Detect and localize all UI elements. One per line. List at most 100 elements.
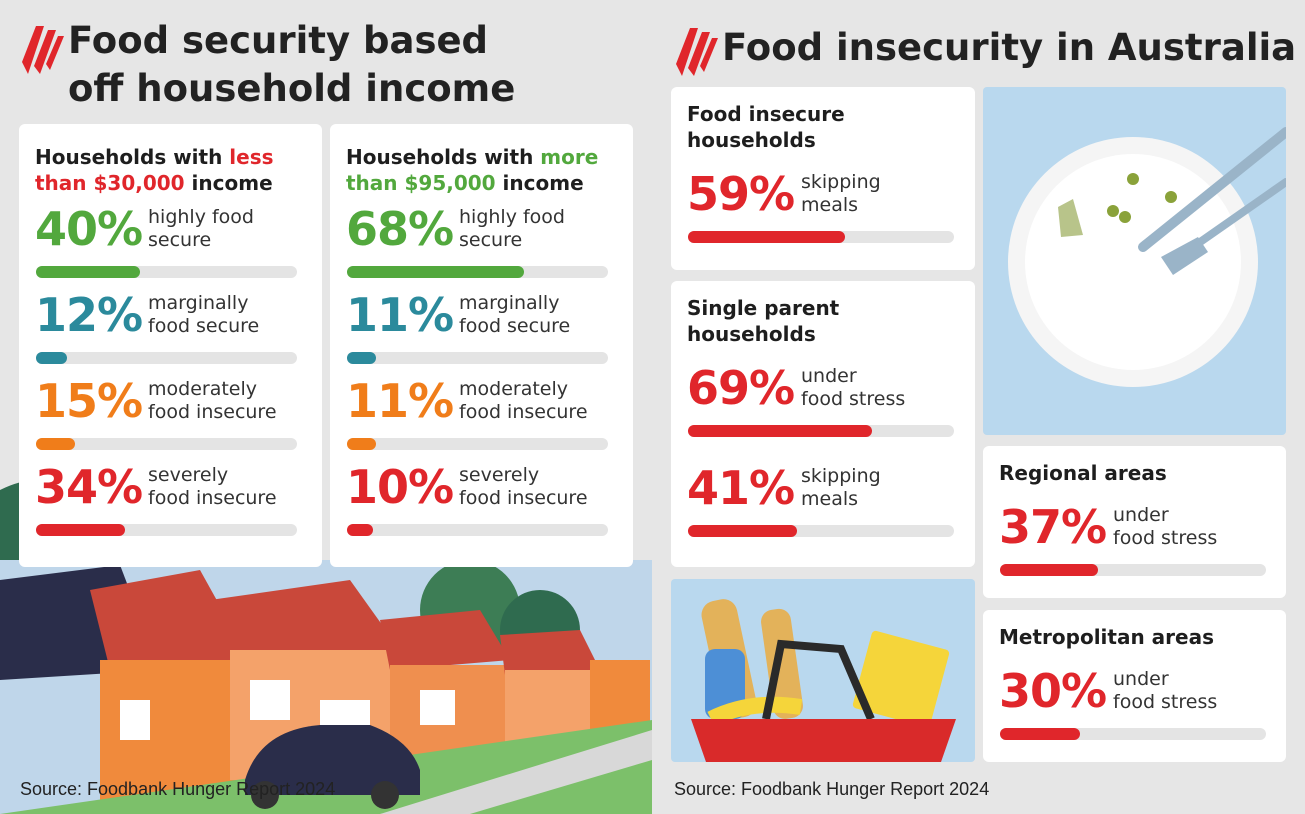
- stat-text-line: food secure: [148, 315, 260, 337]
- card-heading: Households with more than $95,000 income: [346, 144, 598, 196]
- heading-line: Single parent: [687, 296, 840, 320]
- heading-part: than $30,000: [35, 171, 185, 195]
- stat-text-line: highly food: [459, 206, 565, 228]
- stat-value: 10%: [346, 460, 454, 514]
- card-heading: Households with less than $30,000 income: [35, 144, 274, 196]
- bar: [36, 352, 68, 364]
- bar: [688, 525, 798, 537]
- stat-text-line: food insecure: [148, 401, 277, 423]
- stat-text-line: meals: [801, 194, 859, 216]
- stat-text-line: food stress: [1113, 691, 1218, 713]
- stat-card: Metropolitan areas 30% under food stress: [983, 610, 1286, 762]
- stat-value: 40%: [35, 202, 143, 256]
- bar: [347, 524, 374, 536]
- stat-text-line: moderately: [459, 378, 568, 400]
- stat-value: 69%: [687, 361, 795, 415]
- stat-text-line: severely: [459, 464, 540, 486]
- bar-track: [1000, 564, 1266, 576]
- stat-text-line: marginally: [459, 292, 560, 314]
- logo: [22, 26, 64, 74]
- stat-value: 68%: [346, 202, 454, 256]
- logo: [676, 28, 718, 76]
- stat-text: highly food secure: [459, 206, 565, 252]
- bar-track: [688, 425, 954, 437]
- title-line: off household income: [68, 67, 516, 110]
- card-heading: Regional areas: [999, 460, 1167, 486]
- bar-track: [36, 352, 297, 364]
- stat-text: under food stress: [1113, 668, 1217, 714]
- right-title: Food insecurity in Australia: [722, 26, 1297, 69]
- heading-part: income: [184, 171, 273, 195]
- stat-text: severely food insecure: [148, 464, 277, 510]
- heading-line: Regional areas: [999, 461, 1167, 485]
- heading-part: Households with: [35, 145, 230, 169]
- heading-part: Households with: [346, 145, 541, 169]
- basket-illustration: [671, 579, 975, 762]
- bar: [1000, 564, 1099, 576]
- bar-track: [36, 438, 297, 450]
- heading-line: households: [687, 322, 816, 346]
- stat-text: highly food secure: [148, 206, 254, 252]
- bar-track: [688, 231, 954, 243]
- stat-text-line: food stress: [801, 388, 906, 410]
- stat-text: moderately food insecure: [148, 378, 277, 424]
- stat-value: 41%: [687, 461, 795, 515]
- card-heading: Food insecure households: [687, 101, 845, 153]
- heading-line: Food insecure: [687, 102, 845, 126]
- heading-part: less: [229, 145, 274, 169]
- income-card: Households with more than $95,000 income 6…: [330, 124, 633, 567]
- bar-track: [36, 524, 297, 536]
- bar-track: [36, 266, 297, 278]
- bar: [36, 524, 125, 536]
- stat-card: Food insecure households 59% skipping meals: [671, 87, 975, 270]
- stat-text-line: under: [1113, 504, 1169, 526]
- bar: [36, 438, 76, 450]
- stat-text-line: skipping: [801, 171, 881, 193]
- stat-text-line: under: [1113, 668, 1169, 690]
- stat-value: 37%: [999, 500, 1107, 554]
- stat-value: 30%: [999, 664, 1107, 718]
- stat-text: moderately food insecure: [459, 378, 588, 424]
- heading-line: Metropolitan areas: [999, 625, 1214, 649]
- plate-illustration: [983, 87, 1286, 435]
- bar-track: [347, 524, 608, 536]
- left-title: Food security based off household income: [68, 17, 515, 113]
- stat-text: under food stress: [801, 365, 905, 411]
- stat-text-line: severely: [148, 464, 229, 486]
- stat-card: Single parent households 69% under food stre…: [671, 281, 975, 567]
- bar: [347, 266, 525, 278]
- income-card: Households with less than $30,000 income 4…: [19, 124, 322, 567]
- stat-text-line: moderately: [148, 378, 257, 400]
- stat-text-line: food insecure: [459, 401, 588, 423]
- title-line: Food security based: [68, 19, 489, 62]
- stat-text-line: skipping: [801, 465, 881, 487]
- stat-text-line: meals: [801, 488, 859, 510]
- bar: [36, 266, 141, 278]
- card-heading: Metropolitan areas: [999, 624, 1214, 650]
- heading-part: income: [495, 171, 584, 195]
- source: Source: Foodbank Hunger Report 2024: [674, 779, 990, 799]
- stat-value: 11%: [346, 374, 454, 428]
- bar: [1000, 728, 1080, 740]
- card-heading: Single parent households: [687, 295, 839, 347]
- bar-track: [1000, 728, 1266, 740]
- bar-track: [347, 352, 608, 364]
- bar: [688, 425, 872, 437]
- stat-text-line: marginally: [148, 292, 249, 314]
- stat-card: Regional areas 37% under food stress: [983, 446, 1286, 598]
- bar-track: [347, 438, 608, 450]
- stat-text-line: secure: [148, 229, 212, 251]
- stat-text-line: secure: [459, 229, 523, 251]
- bar-track: [688, 525, 954, 537]
- stat-text-line: highly food: [148, 206, 254, 228]
- bar: [347, 352, 376, 364]
- stat-value: 34%: [35, 460, 143, 514]
- bar: [347, 438, 376, 450]
- stat-text-line: food stress: [1113, 527, 1218, 549]
- stat-value: 59%: [687, 167, 795, 221]
- stat-text: severely food insecure: [459, 464, 588, 510]
- stat-value: 11%: [346, 288, 454, 342]
- bar-track: [347, 266, 608, 278]
- stat-text: marginally food secure: [459, 292, 570, 338]
